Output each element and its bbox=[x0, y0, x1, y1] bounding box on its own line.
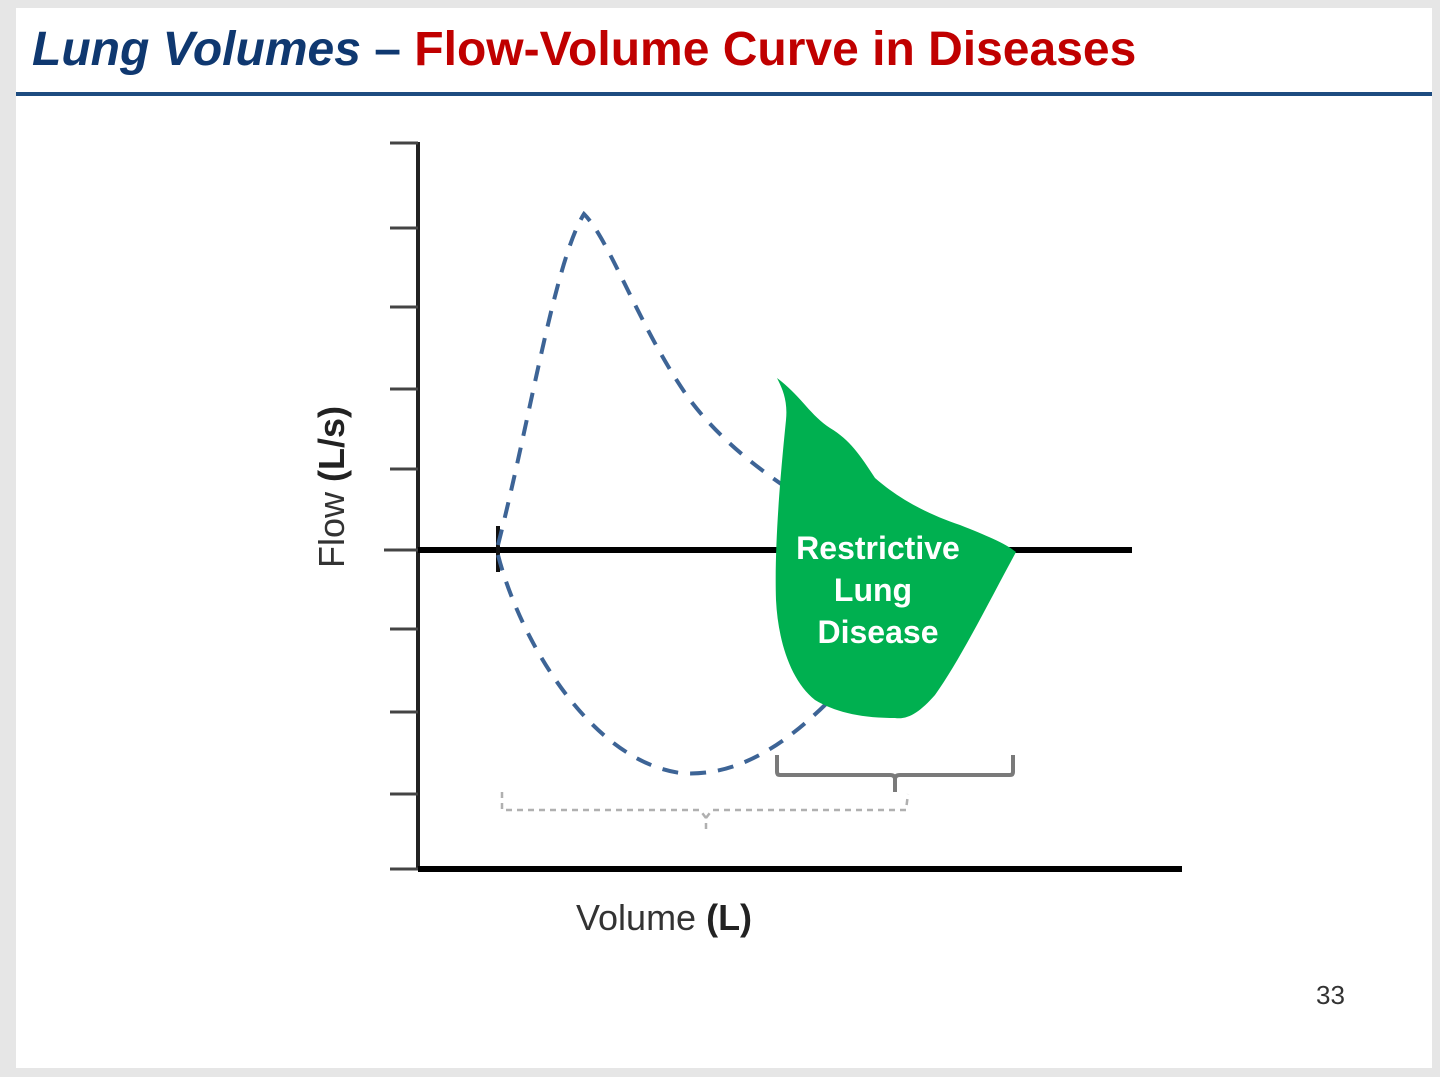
normal-flow-volume-loop bbox=[496, 210, 832, 776]
restrictive-label: Restrictive Lung Disease bbox=[796, 530, 960, 650]
y-axis-label-unit: (L/s) bbox=[311, 406, 352, 482]
restrictive-label-line3: Disease bbox=[818, 614, 939, 650]
x-axis-label: Volume (L) bbox=[576, 897, 752, 938]
restrictive-label-line1: Restrictive bbox=[796, 530, 960, 566]
y-axis-ticks bbox=[384, 141, 418, 871]
slide-title: Lung Volumes – Flow-Volume Curve in Dise… bbox=[32, 22, 1136, 77]
title-flow-volume-curve: Flow-Volume Curve in Diseases bbox=[414, 23, 1137, 76]
title-dash: – bbox=[360, 23, 415, 76]
title-lung-volumes: Lung Volumes bbox=[32, 23, 361, 76]
page-number: 33 bbox=[1316, 980, 1345, 1010]
y-axis-label-main: Flow bbox=[311, 482, 352, 568]
restrictive-lung-disease-loop bbox=[775, 378, 1016, 719]
x-axis-label-main: Volume bbox=[576, 897, 706, 938]
title-divider bbox=[16, 92, 1432, 96]
normal-vital-capacity-bracket bbox=[500, 792, 910, 832]
slide: Lung Volumes – Flow-Volume Curve in Dise… bbox=[16, 8, 1432, 1068]
restrictive-label-line2: Lung bbox=[834, 572, 912, 608]
y-axis-label: Flow (L/s) bbox=[311, 406, 352, 568]
restrictive-vital-capacity-bracket bbox=[775, 755, 1015, 792]
x-axis-label-unit: (L) bbox=[706, 897, 752, 938]
